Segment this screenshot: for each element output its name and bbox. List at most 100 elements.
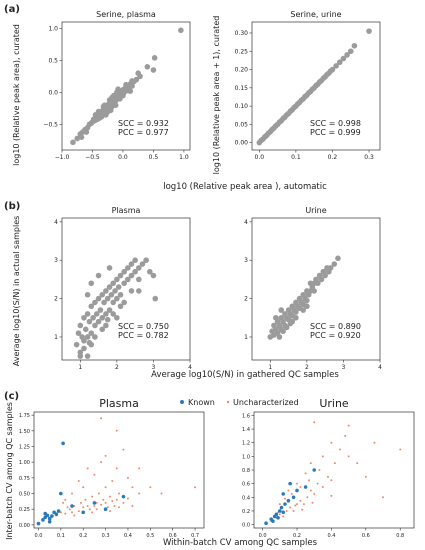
uncharacterized-point xyxy=(299,486,302,489)
data-point xyxy=(99,291,106,298)
data-point xyxy=(81,338,87,344)
a-xlabel: log10 (Relative peak area ), automatic xyxy=(163,182,327,192)
chart-title: Serine, plasma xyxy=(96,10,156,19)
stat-annotation: SCC = 0.932 xyxy=(118,119,169,128)
uncharacterized-point xyxy=(289,506,292,509)
known-point xyxy=(103,507,108,511)
data-point xyxy=(136,288,142,294)
uncharacterized-point xyxy=(62,501,65,504)
data-point xyxy=(123,81,129,88)
b-xlabel: Average log10(S/N) in gathered QC sample… xyxy=(151,370,339,380)
c-ylabel: Inter-batch CV among QC samples xyxy=(5,402,14,540)
data-point xyxy=(178,27,184,34)
uncharacterized-point xyxy=(77,510,80,513)
y-tick-label: 0.8 xyxy=(242,468,250,474)
uncharacterized-point xyxy=(138,492,141,495)
uncharacterized-point xyxy=(100,417,103,420)
known-point xyxy=(288,481,292,486)
uncharacterized-point xyxy=(100,461,103,464)
known-point xyxy=(295,488,299,493)
data-point xyxy=(340,55,347,62)
data-point xyxy=(84,334,91,340)
data-point xyxy=(107,107,114,114)
uncharacterized-point xyxy=(330,494,333,497)
y-tick-label: 3 xyxy=(54,257,58,264)
x-tick-label: 0.2 xyxy=(328,154,338,161)
data-point xyxy=(132,268,138,275)
data-point xyxy=(127,88,134,94)
data-point xyxy=(125,265,131,271)
data-point xyxy=(117,291,124,298)
x-tick-label: 4 xyxy=(188,364,192,371)
data-point xyxy=(104,295,111,302)
data-point xyxy=(115,86,121,92)
x-tick-label: 0.4 xyxy=(327,533,335,539)
y-tick-label: 0.20 xyxy=(235,67,249,74)
uncharacterized-point xyxy=(316,482,319,485)
data-point xyxy=(78,134,85,140)
data-point xyxy=(88,330,95,336)
scatter-cv-urine: Urine 0.0 0.2 0.4 0.6 0.8 0.0 0.2 0.4 0.6 0.8 1.0 1.… xyxy=(242,397,415,539)
y-tick-label: 0.25 xyxy=(235,48,249,55)
data-point xyxy=(283,324,290,331)
uncharacterized-point xyxy=(309,489,312,492)
uncharacterized-point xyxy=(399,448,402,451)
uncharacterized-point xyxy=(109,510,112,513)
uncharacterized-point xyxy=(160,492,163,495)
data-point xyxy=(276,334,283,340)
data-point xyxy=(304,303,310,310)
uncharacterized-point xyxy=(91,495,94,498)
uncharacterized-point xyxy=(59,511,62,514)
uncharacterized-point xyxy=(330,479,333,482)
y-tick-label: 0.15 xyxy=(235,85,249,92)
y-tick-label: 0.6 xyxy=(242,482,250,488)
known-point xyxy=(291,495,296,500)
uncharacterized-point xyxy=(339,448,342,451)
data-point xyxy=(128,272,135,279)
data-point xyxy=(103,322,109,329)
uncharacterized-point xyxy=(194,486,197,489)
known-point xyxy=(264,521,268,526)
y-tick-label: 0.05 xyxy=(235,121,249,128)
stat-annotation: SCC = 0.890 xyxy=(310,322,361,331)
known-point xyxy=(36,521,41,526)
panel-letter-b: (b) xyxy=(4,201,20,212)
y-tick-label: 0.75 xyxy=(19,476,30,482)
uncharacterized-point xyxy=(309,462,312,465)
x-tick-label: 0.1 xyxy=(291,154,301,161)
data-point xyxy=(121,268,127,275)
data-point xyxy=(329,66,336,73)
uncharacterized-point xyxy=(93,505,96,508)
x-tick-label: 0.2 xyxy=(79,533,87,539)
plot-frame xyxy=(61,21,191,151)
data-point xyxy=(128,288,135,294)
data-point xyxy=(344,52,350,58)
known-point xyxy=(81,510,86,515)
legend-known-marker xyxy=(180,400,184,404)
known-point xyxy=(54,512,59,517)
data-point xyxy=(125,276,131,283)
data-point xyxy=(133,76,140,83)
uncharacterized-point xyxy=(102,498,105,501)
data-point xyxy=(106,307,113,313)
uncharacterized-point xyxy=(73,514,76,517)
plot-frame xyxy=(61,217,191,361)
chart-title: Urine xyxy=(319,397,349,410)
data-point xyxy=(90,314,96,321)
uncharacterized-point xyxy=(100,503,103,506)
data-point xyxy=(88,303,95,310)
data-point xyxy=(103,288,109,294)
known-point xyxy=(283,502,287,506)
uncharacterized-point xyxy=(66,506,69,509)
data-point xyxy=(318,276,325,283)
data-point xyxy=(278,307,285,313)
y-tick-label: 0.4 xyxy=(242,495,250,501)
uncharacterized-point xyxy=(64,498,67,501)
uncharacterized-point xyxy=(344,434,347,437)
uncharacterized-point xyxy=(86,505,89,508)
data-point xyxy=(315,280,321,287)
data-point xyxy=(77,353,84,359)
data-point xyxy=(77,322,84,329)
